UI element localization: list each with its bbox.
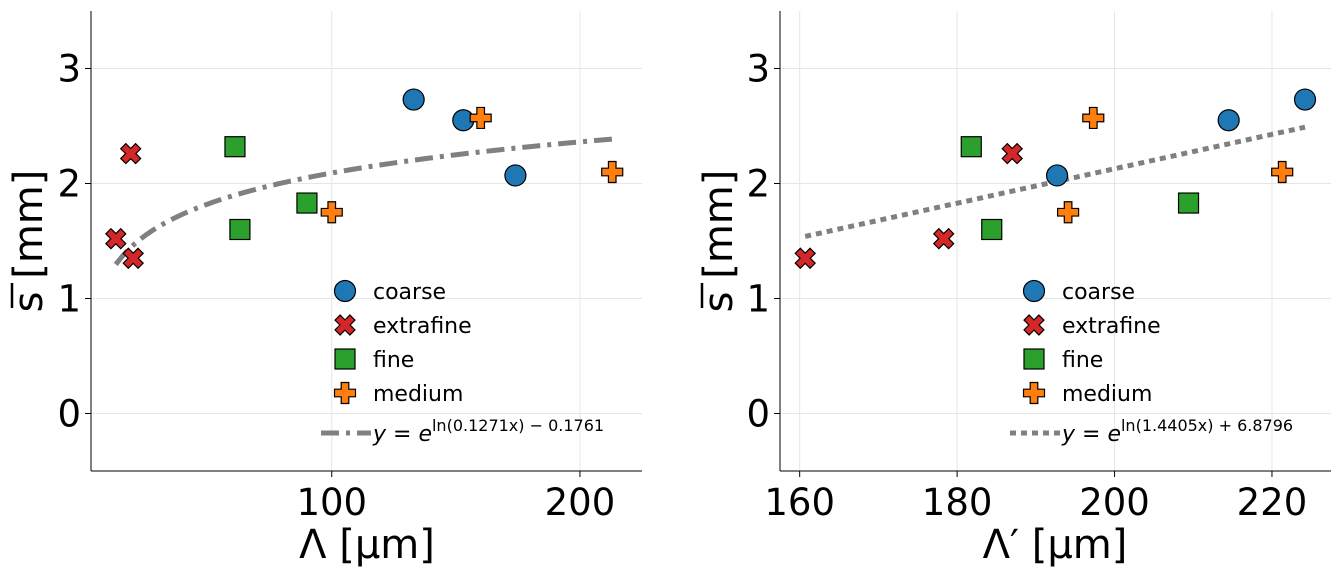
left-legend-marker-coarse [333,279,357,303]
right-legend-label-coarse: coarse [1062,280,1135,305]
right-y-tick-label-2: 2 [746,163,770,206]
right-tick-labels: 160 180 200 220 0 1 2 3 [746,48,1307,525]
right-legend-marker-extrafine [1023,314,1045,336]
left-point-medium-1 [469,106,492,130]
left-point-fine-2 [296,192,318,214]
left-point-coarse-0 [402,88,425,111]
right-grid [780,11,1331,471]
left-legend-fit-label: y = eln(0.1271x) − 0.1761 [372,416,604,447]
left-chart-panel: 100 200 0 1 2 3 Λ [μm] s [mm] coarse extrafine… [6,11,642,568]
right-point-extrafine-0 [794,247,817,270]
left-point-coarse-2 [504,164,527,187]
left-point-medium-2 [601,160,624,184]
left-y-tick-label-3: 3 [57,48,81,91]
right-legend-marker-coarse [1022,279,1046,303]
right-point-fine-2 [1177,192,1200,214]
right-x-tick-label-200: 200 [1079,481,1150,524]
left-x-tick-label-200: 200 [545,481,616,524]
right-legend-label-extrafine: extrafine [1062,314,1161,339]
left-point-extrafine-2 [122,247,145,270]
right-legend-marker-medium [1022,381,1046,405]
left-y-axis-label: s [mm] [6,170,52,313]
left-fit-curve [113,136,613,267]
left-point-medium-0 [320,201,343,224]
left-grid [91,11,642,471]
right-legend-marker-fine [1023,348,1045,370]
left-legend-marker-medium [333,381,357,405]
right-point-extrafine-2 [1001,142,1024,165]
left-tick-labels: 100 200 0 1 2 3 [57,48,615,525]
left-legend-marker-extrafine [334,314,356,336]
right-y-tick-label-0: 0 [746,393,770,436]
left-legend-marker-fine [334,348,356,370]
right-legend-fit-label: y = eln(1.4405x) + 6.8796 [1061,416,1293,447]
right-x-tick-label-180: 180 [922,481,993,524]
right-axes [779,11,1331,472]
right-point-medium-0 [1056,201,1080,224]
left-legend-label-extrafine: extrafine [373,314,472,339]
left-x-tick-label-100: 100 [296,481,367,524]
right-x-axis-label: Λ′ [μm] [983,522,1128,568]
left-axes [90,11,642,472]
right-x-tick-label-160: 160 [764,481,835,524]
left-legend-label-medium: medium [373,382,463,407]
left-y-tick-label-0: 0 [57,393,81,436]
right-y-tick-label-1: 1 [746,278,770,321]
right-point-medium-1 [1082,106,1105,130]
right-point-coarse-1 [1217,109,1240,132]
right-point-coarse-2 [1293,88,1317,111]
right-point-coarse-0 [1045,164,1069,187]
left-x-axis-label: Λ [μm] [299,522,435,568]
right-point-fine-0 [960,136,982,158]
right-x-tick-label-220: 220 [1237,481,1308,524]
left-fit-line [113,136,613,267]
left-y-tick-label-1: 1 [57,278,81,321]
right-y-axis-label: s [mm] [696,170,742,313]
left-y-tick-label-2: 2 [57,163,81,206]
left-point-fine-1 [229,218,251,241]
right-point-medium-2 [1271,160,1294,184]
left-point-fine-0 [224,136,246,158]
left-legend-label-coarse: coarse [373,280,446,305]
left-point-extrafine-0 [105,227,127,250]
left-point-extrafine-1 [119,142,142,165]
left-data-points [105,88,624,270]
right-point-fine-1 [981,218,1003,241]
right-data-points [794,88,1317,270]
right-legend-label-fine: fine [1062,348,1103,373]
left-legend-label-fine: fine [373,348,414,373]
right-y-tick-label-3: 3 [746,48,770,91]
right-legend-label-medium: medium [1062,382,1152,407]
left-legend: coarse extrafine fine medium y = eln(0.1271x… [321,279,604,447]
right-point-extrafine-1 [932,227,955,250]
right-legend: coarse extrafine fine medium y = eln(1.4405x… [1010,279,1293,447]
right-chart-panel: 160 180 200 220 0 1 2 3 Λ′ [μm] s [mm] coarse ex… [696,11,1331,568]
